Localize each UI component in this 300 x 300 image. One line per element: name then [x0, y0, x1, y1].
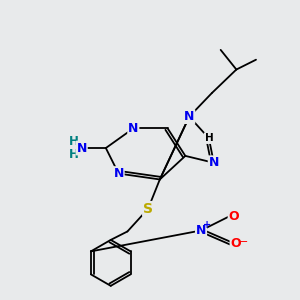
Text: H: H [68, 148, 78, 161]
Text: N: N [208, 156, 219, 169]
Text: N: N [196, 224, 206, 237]
Text: S: S [143, 202, 153, 216]
Text: N: N [128, 122, 139, 135]
Text: H: H [205, 133, 213, 143]
Text: N: N [113, 167, 124, 180]
Text: N: N [184, 110, 194, 123]
Text: N: N [76, 142, 87, 154]
Text: O: O [230, 237, 241, 250]
Text: +: + [203, 220, 211, 230]
Text: O: O [229, 210, 239, 223]
Text: −: − [239, 237, 248, 247]
Text: H: H [68, 135, 78, 148]
